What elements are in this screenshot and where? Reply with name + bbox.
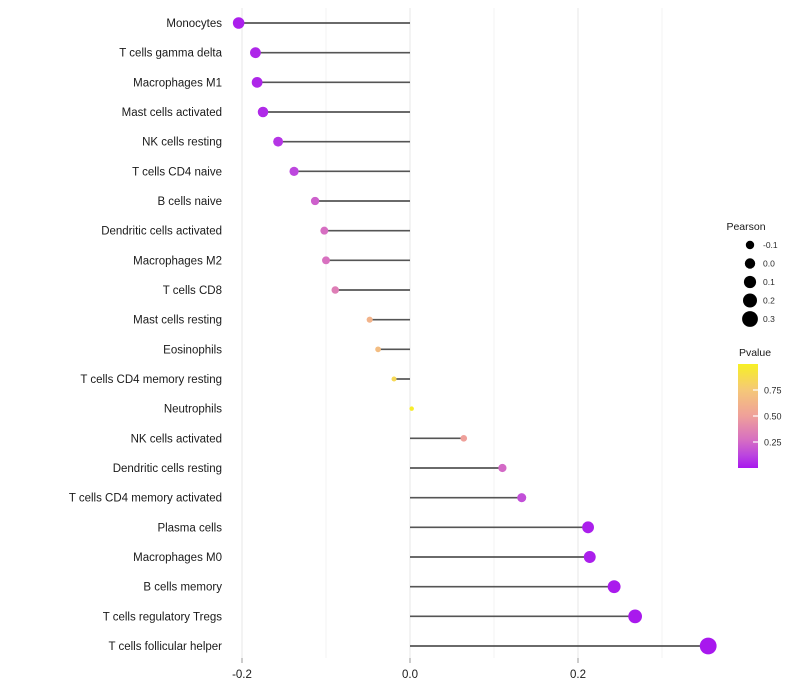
lollipop-dot [273, 136, 284, 147]
y-axis-label: Mast cells resting [133, 315, 222, 327]
colorbar-tick-label: 0.50 [764, 412, 782, 422]
lollipop-dot [375, 346, 381, 353]
lollipop-dot [289, 166, 299, 176]
colorbar-tick-label: 0.75 [764, 386, 782, 396]
x-axis-tick-labels: -0.2 0.0 0.2 [232, 658, 586, 681]
lollipop-dot [366, 316, 373, 323]
y-axis-label: T cells gamma delta [119, 48, 222, 60]
y-axis-label: T cells CD8 [163, 285, 222, 297]
y-axis-label: NK cells activated [131, 433, 222, 445]
size-legend-key-dot [742, 311, 758, 327]
y-axis-label: Dendritic cells resting [113, 463, 222, 475]
x-axis-tick-label: -0.2 [232, 669, 252, 681]
lollipop-dot [320, 226, 329, 235]
colorbar-tick-label: 0.25 [764, 438, 782, 448]
size-legend: Pearson -0.1 0.0 0.1 0.2 0.3 [726, 221, 778, 327]
lollipop-dot [250, 47, 261, 59]
lollipop-dot [583, 551, 596, 563]
lollipop-dot [607, 580, 621, 594]
y-axis-label: B cells naive [157, 196, 222, 208]
size-legend-key-label: 0.2 [763, 296, 775, 306]
y-axis-label: T cells follicular helper [108, 641, 222, 653]
y-axis-label: Neutrophils [164, 404, 222, 416]
lollipop-dot [232, 17, 245, 29]
size-legend-key-label: 0.1 [763, 277, 775, 287]
x-axis-tick-label: 0.0 [402, 669, 418, 681]
size-legend-title: Pearson [726, 221, 765, 233]
lollipop-dot [251, 76, 263, 88]
lollipop-dot [310, 196, 320, 206]
size-legend-key-label: -0.1 [763, 240, 778, 250]
lollipop-dot [391, 376, 397, 382]
y-axis-label: T cells CD4 memory activated [69, 493, 222, 505]
size-legend-key-dot [745, 240, 755, 250]
lollipop-dot [517, 493, 527, 503]
gridlines-major [241, 8, 579, 658]
lollipop-dot [409, 406, 414, 411]
size-legend-key-dot [743, 275, 757, 289]
color-legend-title: Pvalue [739, 347, 771, 359]
y-axis-category-labels: Monocytes T cells gamma delta Macrophages … [69, 18, 223, 653]
y-axis-label: Plasma cells [157, 522, 222, 534]
lollipop-dot [331, 286, 339, 294]
y-axis-label: Macrophages M1 [133, 77, 222, 89]
size-legend-key-label: 0.3 [763, 314, 775, 324]
y-axis-label: T cells CD4 memory resting [80, 374, 222, 386]
y-axis-label: B cells memory [143, 582, 222, 594]
size-legend-keys: -0.1 0.0 0.1 0.2 0.3 [742, 240, 778, 327]
y-axis-label: NK cells resting [142, 137, 222, 149]
size-legend-key-dot [743, 293, 757, 308]
colorbar-tick-labels: 0.75 0.50 0.25 [753, 386, 782, 448]
y-axis-label: T cells CD4 naive [132, 166, 222, 178]
y-axis-label: Monocytes [166, 18, 222, 30]
y-axis-label: Eosinophils [163, 344, 222, 356]
lollipop-dot [628, 609, 643, 624]
gridlines-minor [325, 8, 663, 658]
color-legend: Pvalue 0.75 0.50 0.25 [738, 347, 782, 468]
lollipop-dot [498, 463, 507, 473]
lollipop-dots [232, 17, 717, 655]
y-axis-label: T cells regulatory Tregs [103, 611, 223, 623]
y-axis-label: Macrophages M0 [133, 552, 222, 564]
y-axis-label: Mast cells activated [122, 107, 222, 119]
y-axis-label: Macrophages M2 [133, 255, 222, 267]
lollipop-dot [257, 106, 269, 118]
y-axis-label: Dendritic cells activated [101, 226, 222, 238]
lollipop-stems [238, 22, 709, 647]
size-legend-key-label: 0.0 [763, 259, 775, 269]
lollipop-dot [699, 637, 717, 655]
lollipop-dot [582, 521, 594, 534]
lollipop-dot [322, 256, 330, 265]
lollipop-dot [460, 435, 468, 442]
x-axis-tick-label: 0.2 [570, 669, 586, 681]
size-legend-key-dot [744, 258, 756, 269]
